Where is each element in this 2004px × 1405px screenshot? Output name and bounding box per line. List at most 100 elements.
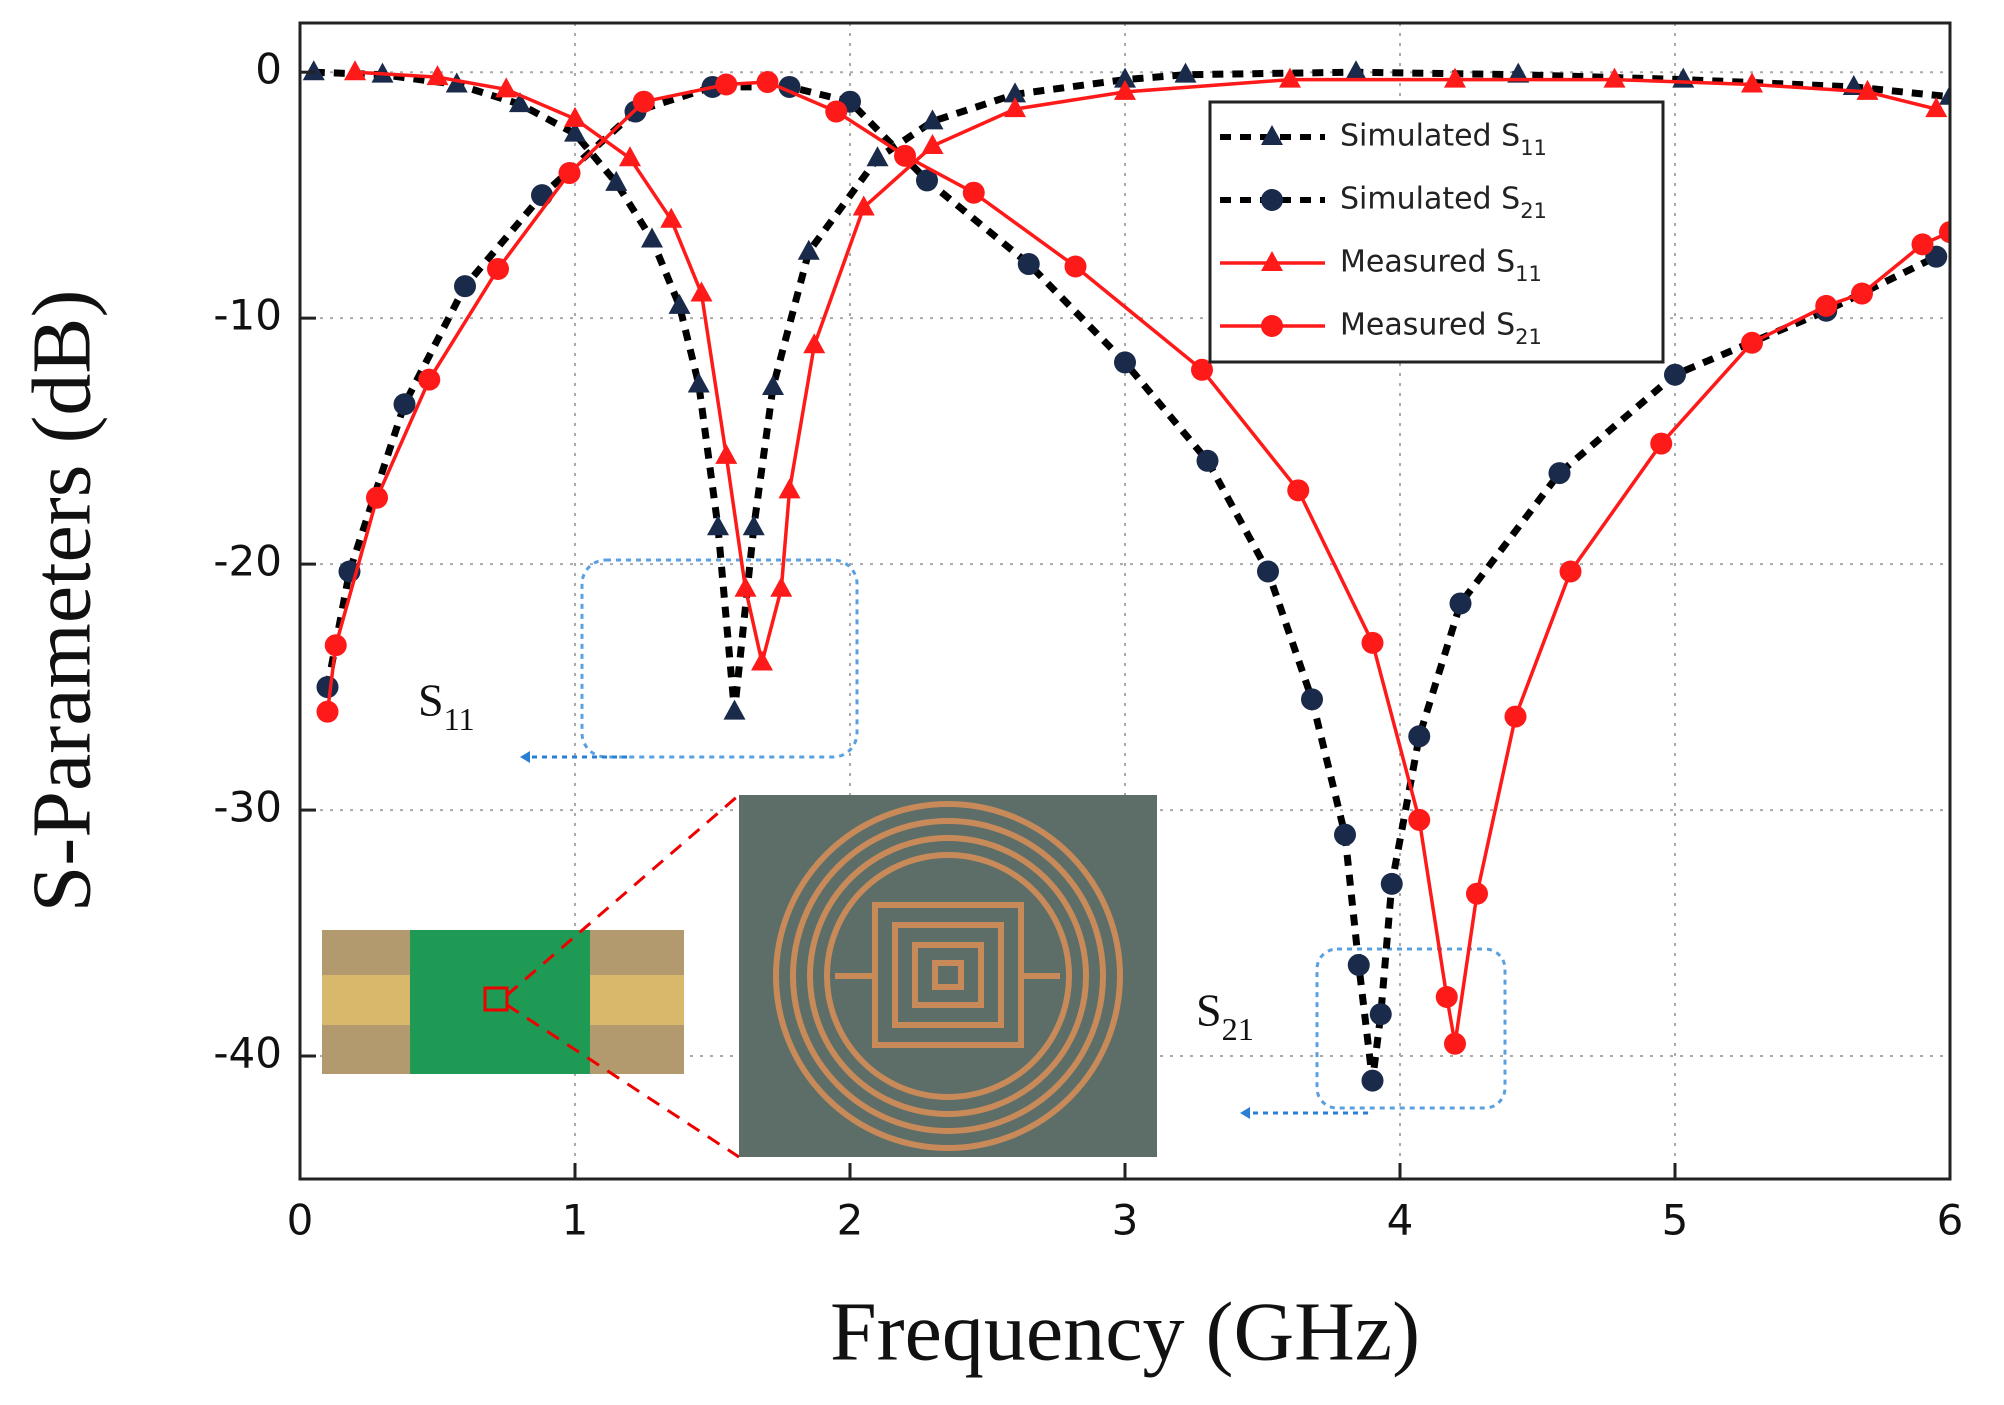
- x-tick-label: 3: [1112, 1196, 1139, 1245]
- marker: [1925, 97, 1948, 118]
- marker: [778, 478, 801, 499]
- marker: [564, 121, 586, 142]
- marker: [1408, 725, 1431, 748]
- marker: [1191, 358, 1213, 381]
- marker: [1345, 60, 1367, 81]
- marker: [1650, 432, 1673, 455]
- marker: [454, 275, 476, 298]
- x-tick-label: 5: [1662, 1196, 1689, 1245]
- marker: [707, 515, 729, 536]
- marker: [734, 576, 757, 597]
- marker: [668, 293, 691, 314]
- annotation: S11: [418, 675, 475, 738]
- x-axis-label: Frequency (GHz): [830, 1285, 1420, 1378]
- marker: [1741, 331, 1763, 354]
- y-tick-label: -10: [213, 291, 282, 340]
- marker: [894, 144, 916, 167]
- marker: [1261, 315, 1283, 337]
- marker: [916, 169, 938, 192]
- x-tick-label: 2: [837, 1196, 864, 1245]
- marker: [1548, 462, 1571, 485]
- marker: [1301, 688, 1323, 711]
- y-tick-label: -30: [213, 783, 282, 832]
- marker: [487, 257, 509, 280]
- spiral: [773, 801, 1123, 1151]
- annotation-boxes: [530, 558, 1507, 1115]
- marker: [1664, 363, 1686, 386]
- marker: [1507, 62, 1530, 83]
- marker: [715, 443, 738, 464]
- marker: [393, 393, 416, 416]
- marker: [564, 106, 586, 127]
- inset-photos: [322, 793, 1157, 1159]
- marker: [742, 515, 765, 536]
- x-tick-label: 4: [1387, 1196, 1414, 1245]
- y-axis-label: S-Parameters (dB): [15, 290, 108, 913]
- marker: [803, 333, 826, 354]
- legend-label: Measured S11: [1340, 245, 1542, 287]
- marker: [1257, 560, 1279, 583]
- marker: [921, 133, 944, 154]
- marker: [1815, 294, 1838, 317]
- marker: [426, 65, 449, 86]
- marker: [1741, 72, 1763, 93]
- marker: [632, 90, 655, 113]
- marker: [770, 576, 793, 597]
- marker: [1004, 97, 1026, 118]
- marker: [495, 77, 518, 98]
- marker: [1435, 985, 1458, 1008]
- marker: [531, 184, 553, 207]
- marker: [687, 372, 710, 393]
- marker: [324, 634, 347, 657]
- marker: [1466, 882, 1488, 905]
- marker: [1504, 705, 1527, 728]
- marker: [866, 146, 889, 167]
- marker: [797, 239, 820, 260]
- legend-label: Simulated S11: [1340, 119, 1547, 161]
- marker: [1380, 872, 1403, 895]
- marker: [1449, 592, 1472, 615]
- marker: [723, 699, 746, 720]
- marker: [1196, 449, 1219, 472]
- marker: [762, 375, 784, 396]
- marker: [1064, 255, 1087, 278]
- marker: [1603, 67, 1626, 88]
- marker: [1261, 251, 1283, 271]
- legend-box: [1208, 100, 1665, 364]
- marker: [316, 700, 339, 723]
- marker: [1851, 282, 1873, 305]
- marker: [1261, 189, 1283, 211]
- marker: [1287, 479, 1310, 502]
- marker: [619, 146, 641, 167]
- marker: [418, 368, 441, 391]
- x-tick-label: 1: [562, 1196, 589, 1245]
- x-tick-label: 6: [1937, 1196, 1964, 1245]
- marker: [1444, 1032, 1466, 1055]
- highlight: [483, 986, 509, 1012]
- marker: [825, 100, 848, 123]
- legend-label: Simulated S21: [1340, 182, 1547, 224]
- marker: [1114, 79, 1136, 100]
- curves: [302, 60, 1950, 1092]
- marker: [1114, 67, 1136, 88]
- series-line: [325, 80, 1950, 1045]
- zoom-line: [506, 793, 740, 997]
- y-tick-label: 0: [255, 45, 282, 94]
- marker: [660, 207, 683, 228]
- marker: [1856, 79, 1879, 100]
- marker: [509, 92, 531, 113]
- marker: [1369, 1003, 1392, 1026]
- marker: [1114, 351, 1136, 374]
- annotation: S21: [1196, 985, 1254, 1048]
- marker: [852, 195, 875, 216]
- marker: [1017, 253, 1040, 276]
- series-line: [324, 83, 1938, 1082]
- marker: [690, 281, 713, 302]
- marker: [715, 73, 738, 96]
- marker: [1361, 631, 1384, 654]
- y-tick-label: -20: [213, 537, 282, 586]
- marker: [1911, 233, 1934, 256]
- marker: [1939, 84, 1950, 105]
- legend-label: Measured S21: [1340, 308, 1542, 350]
